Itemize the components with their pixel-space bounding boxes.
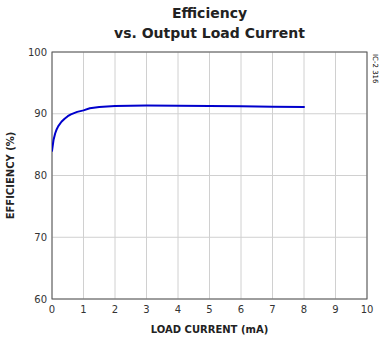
plot-area <box>52 106 304 151</box>
x-tick-label: 5 <box>206 304 212 315</box>
grid-line-y <box>52 113 367 114</box>
subtitle: vs. Output Load Current <box>114 25 305 41</box>
x-tick-label: 2 <box>112 304 118 315</box>
x-tick-label: 7 <box>269 304 275 315</box>
x-tick-label: 10 <box>361 304 374 315</box>
chart: 0 1 2 3 4 5 6 7 8 9 10 60 70 80 90 100 Efficiency vs. Out… <box>0 0 389 343</box>
x-tick-label: 3 <box>143 304 149 315</box>
plot-frame <box>52 52 367 299</box>
title: Efficiency <box>172 5 247 21</box>
grid-line-y <box>52 175 367 176</box>
y-tick-label: 80 <box>34 170 47 181</box>
grid <box>52 52 367 299</box>
tick-labels: 0 1 2 3 4 5 6 7 8 9 10 60 70 80 90 100 <box>28 47 373 316</box>
x-tick-label: 6 <box>238 304 244 315</box>
x-tick-label: 0 <box>49 304 55 315</box>
watermark: IC-2 316 <box>371 54 379 84</box>
y-tick-label: 100 <box>28 47 47 58</box>
efficiency-line <box>52 106 304 151</box>
y-tick-label: 90 <box>34 108 47 119</box>
x-tick-label: 1 <box>80 304 86 315</box>
x-axis-label: LOAD CURRENT (mA) <box>151 324 268 335</box>
y-tick-label: 60 <box>34 294 47 305</box>
grid-line-y <box>52 237 367 238</box>
x-tick-label: 9 <box>332 304 338 315</box>
y-axis-label: EFFICIENCY (%) <box>5 132 16 220</box>
x-tick-label: 8 <box>301 304 307 315</box>
y-tick-label: 70 <box>34 232 47 243</box>
chart-container: 0 1 2 3 4 5 6 7 8 9 10 60 70 80 90 100 Efficiency vs. Out… <box>0 0 389 343</box>
x-tick-label: 4 <box>175 304 181 315</box>
